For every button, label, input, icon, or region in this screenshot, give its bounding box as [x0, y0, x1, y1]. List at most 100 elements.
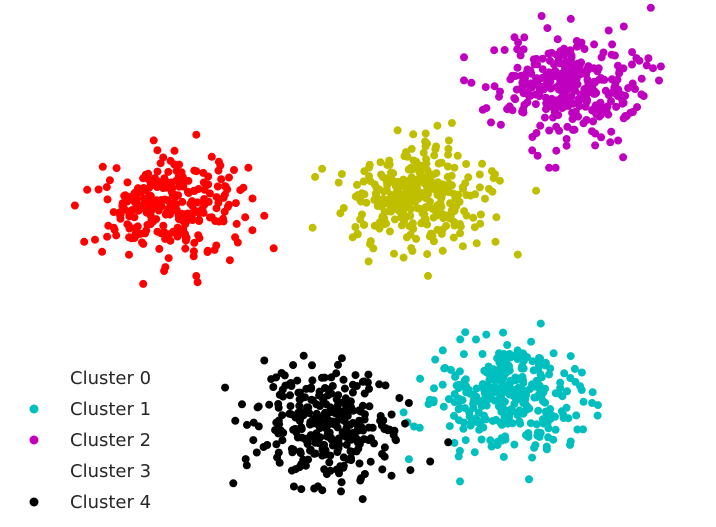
data-point-cluster-2: [633, 103, 642, 112]
data-point-cluster-0: [167, 188, 176, 196]
data-point-cluster-4: [334, 437, 343, 446]
data-point-cluster-2: [547, 48, 556, 57]
data-point-cluster-1: [472, 335, 480, 344]
data-point-cluster-2: [594, 103, 603, 112]
data-point-cluster-2: [626, 108, 635, 117]
data-point-cluster-1: [546, 364, 555, 373]
data-point-cluster-3: [369, 244, 378, 253]
data-point-cluster-0: [91, 235, 99, 244]
data-point-cluster-0: [232, 219, 241, 228]
data-point-cluster-0: [175, 160, 184, 169]
data-point-cluster-2: [516, 51, 525, 60]
data-point-cluster-1: [450, 390, 459, 399]
data-point-cluster-4: [358, 401, 367, 410]
data-point-cluster-4: [297, 485, 306, 494]
data-point-cluster-4: [348, 388, 357, 397]
data-point-cluster-3: [334, 178, 343, 187]
data-point-cluster-2: [496, 87, 504, 96]
data-point-cluster-3: [488, 187, 497, 196]
data-point-cluster-4: [299, 411, 308, 420]
data-point-cluster-4: [272, 440, 281, 449]
legend-label-2: Cluster 2: [70, 430, 151, 451]
data-point-cluster-4: [380, 452, 389, 461]
data-point-cluster-2: [460, 53, 468, 62]
data-point-cluster-1: [508, 419, 517, 428]
data-point-cluster-0: [200, 185, 209, 194]
legend-entry-2: Cluster 2: [29, 430, 151, 451]
legend-marker-0: [30, 374, 39, 383]
data-point-cluster-2: [527, 83, 536, 92]
data-point-cluster-1: [560, 369, 569, 378]
data-point-cluster-0: [190, 238, 199, 247]
data-point-cluster-3: [431, 206, 440, 215]
data-point-cluster-3: [421, 180, 430, 189]
data-point-cluster-4: [360, 389, 369, 398]
data-point-cluster-4: [333, 423, 342, 432]
data-point-cluster-1: [477, 435, 486, 444]
data-point-cluster-1: [486, 373, 495, 382]
data-point-cluster-2: [566, 78, 575, 87]
data-point-cluster-4: [303, 440, 312, 448]
data-point-cluster-3: [380, 187, 388, 196]
data-point-cluster-1: [467, 418, 476, 427]
data-point-cluster-0: [212, 193, 221, 202]
data-point-cluster-1: [450, 438, 459, 447]
data-point-cluster-0: [195, 217, 204, 225]
data-point-cluster-3: [462, 160, 471, 168]
data-point-cluster-2: [566, 14, 575, 23]
data-point-cluster-2: [526, 91, 535, 100]
data-point-cluster-4: [426, 457, 435, 466]
data-point-cluster-4: [387, 471, 396, 480]
data-point-cluster-3: [489, 174, 498, 183]
data-point-cluster-0: [188, 216, 197, 224]
data-point-cluster-2: [528, 146, 537, 155]
data-point-cluster-4: [278, 385, 287, 394]
data-point-cluster-3: [415, 204, 424, 213]
data-point-cluster-1: [461, 404, 469, 413]
data-point-cluster-4: [313, 482, 322, 491]
data-point-cluster-1: [508, 376, 517, 385]
data-point-cluster-4: [289, 361, 298, 370]
data-point-cluster-2: [478, 105, 487, 114]
data-point-cluster-1: [416, 374, 425, 383]
data-point-cluster-4: [327, 408, 335, 416]
data-point-cluster-2: [534, 75, 543, 84]
data-point-cluster-1: [514, 383, 523, 392]
data-point-cluster-4: [327, 373, 336, 382]
data-point-cluster-3: [444, 150, 453, 159]
data-point-cluster-3: [411, 164, 420, 173]
data-point-cluster-1: [524, 432, 533, 441]
data-point-cluster-1: [519, 376, 527, 385]
data-point-cluster-4: [275, 458, 284, 467]
data-point-cluster-3: [408, 247, 417, 255]
data-point-cluster-1: [499, 452, 508, 461]
data-point-cluster-4: [387, 410, 396, 419]
data-point-cluster-0: [123, 178, 132, 187]
data-point-cluster-0: [156, 159, 165, 168]
data-point-cluster-2: [607, 97, 615, 106]
data-point-cluster-0: [214, 157, 223, 166]
data-point-cluster-4: [323, 391, 332, 400]
data-point-cluster-2: [572, 37, 581, 45]
data-point-cluster-1: [404, 455, 413, 464]
data-point-cluster-3: [472, 239, 481, 248]
data-point-cluster-1: [502, 414, 511, 423]
data-point-cluster-3: [469, 213, 478, 222]
data-point-cluster-0: [83, 185, 92, 194]
data-point-cluster-2: [602, 106, 611, 115]
data-point-cluster-4: [380, 425, 389, 434]
data-point-cluster-1: [488, 416, 497, 425]
data-point-cluster-1: [444, 395, 453, 404]
data-point-cluster-2: [535, 82, 544, 91]
data-point-cluster-3: [385, 227, 394, 236]
data-point-cluster-1: [546, 415, 555, 424]
data-point-cluster-3: [449, 233, 458, 242]
data-point-cluster-2: [555, 71, 564, 80]
data-point-cluster-4: [291, 425, 300, 433]
data-point-cluster-3: [356, 197, 365, 206]
data-point-cluster-4: [325, 458, 334, 467]
data-point-cluster-2: [460, 76, 468, 85]
data-point-cluster-3: [353, 229, 362, 238]
data-point-cluster-3: [495, 176, 504, 185]
